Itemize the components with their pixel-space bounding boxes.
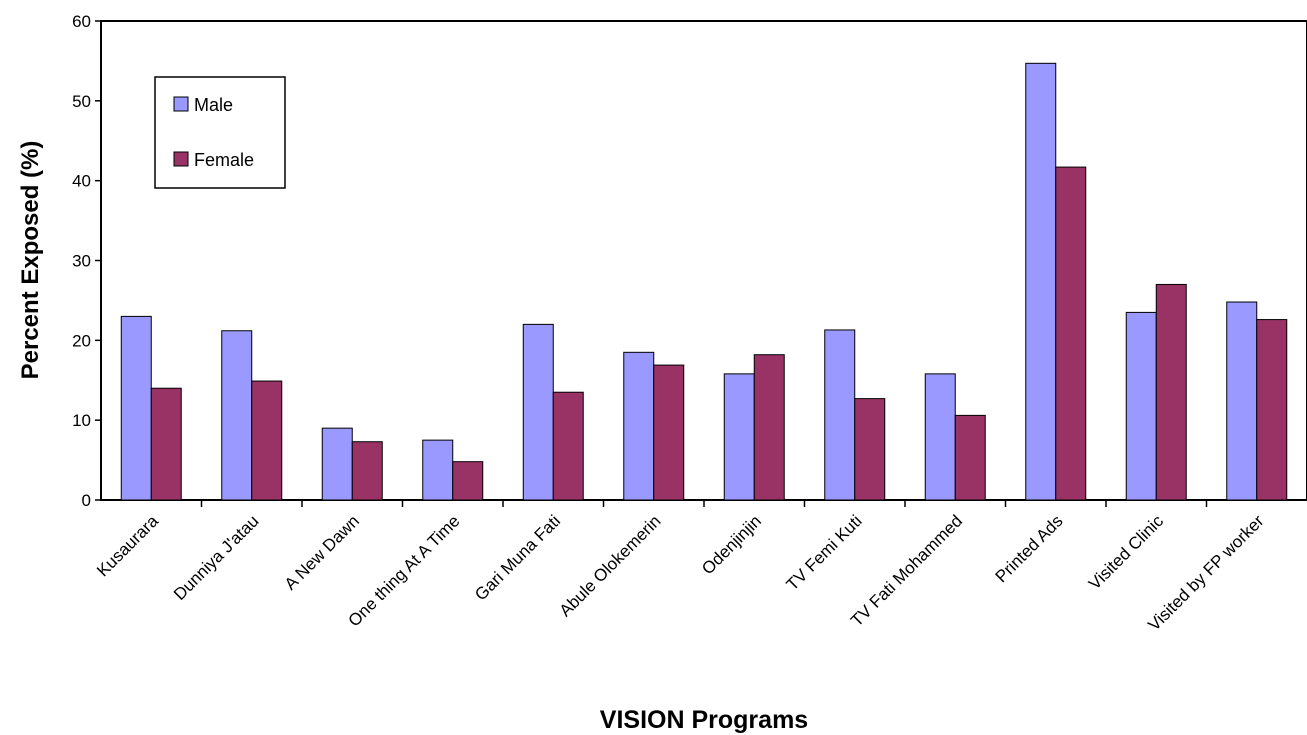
bar-female xyxy=(452,461,484,501)
bar-female xyxy=(1055,166,1087,501)
bar-male xyxy=(221,330,253,501)
bar-male xyxy=(723,373,755,501)
y-tick-label: 20 xyxy=(72,331,91,350)
bar-female xyxy=(1256,319,1288,501)
legend-label-female: Female xyxy=(194,150,254,170)
bar-male xyxy=(824,329,856,501)
bar-male xyxy=(522,323,554,501)
bar-female xyxy=(653,364,685,501)
category-label: Kusaurara xyxy=(93,511,162,580)
y-tick-label: 50 xyxy=(72,92,91,111)
bar-female xyxy=(251,380,283,501)
category-label: Visited Clinic xyxy=(1085,511,1167,593)
x-axis-title: VISION Programs xyxy=(600,706,808,734)
bar-female xyxy=(351,441,383,501)
y-axis-ticks: 0 10 20 30 40 50 60 xyxy=(72,12,101,510)
category-label: Printed Ads xyxy=(992,511,1067,586)
category-label: Visited by FP worker xyxy=(1144,511,1267,634)
legend: Male Female xyxy=(154,76,286,189)
category-label: Dunniya J'atau xyxy=(170,511,263,604)
legend-swatch-male xyxy=(173,96,189,112)
category-label: A New Dawn xyxy=(281,511,363,593)
y-axis-title: Percent Exposed (%) xyxy=(17,141,44,380)
legend-box xyxy=(154,76,286,189)
category-label: TV Fati Mohammed xyxy=(847,511,966,630)
bar-male xyxy=(623,351,655,501)
category-label: TV Femi Kuti xyxy=(783,511,866,594)
category-label: Odenjinjin xyxy=(698,511,765,578)
plot-area xyxy=(100,20,1307,501)
bar-male xyxy=(120,315,152,501)
bars-group xyxy=(120,62,1288,501)
bar-male xyxy=(1025,62,1057,501)
y-tick-label: 40 xyxy=(72,172,91,191)
bar-female xyxy=(1155,283,1187,501)
bar-female xyxy=(552,391,584,501)
bar-female xyxy=(854,398,886,501)
y-tick-label: 60 xyxy=(72,12,91,31)
y-tick-label: 10 xyxy=(72,411,91,430)
bar-female xyxy=(753,354,785,501)
category-label: One thing At A Time xyxy=(345,511,464,630)
category-label: Abule Olokemerin xyxy=(556,511,665,620)
bar-male xyxy=(422,439,454,501)
bar-male xyxy=(321,427,353,501)
bar-male xyxy=(924,373,956,501)
y-tick-label: 0 xyxy=(82,491,91,510)
bar-female xyxy=(150,387,182,501)
legend-swatch-female xyxy=(173,151,189,167)
bar-female xyxy=(954,414,986,501)
category-label: Gari Muna Fati xyxy=(471,511,564,604)
bar-male xyxy=(1125,311,1157,501)
y-tick-label: 30 xyxy=(72,252,91,271)
legend-label-male: Male xyxy=(194,95,233,115)
bar-male xyxy=(1226,301,1258,501)
